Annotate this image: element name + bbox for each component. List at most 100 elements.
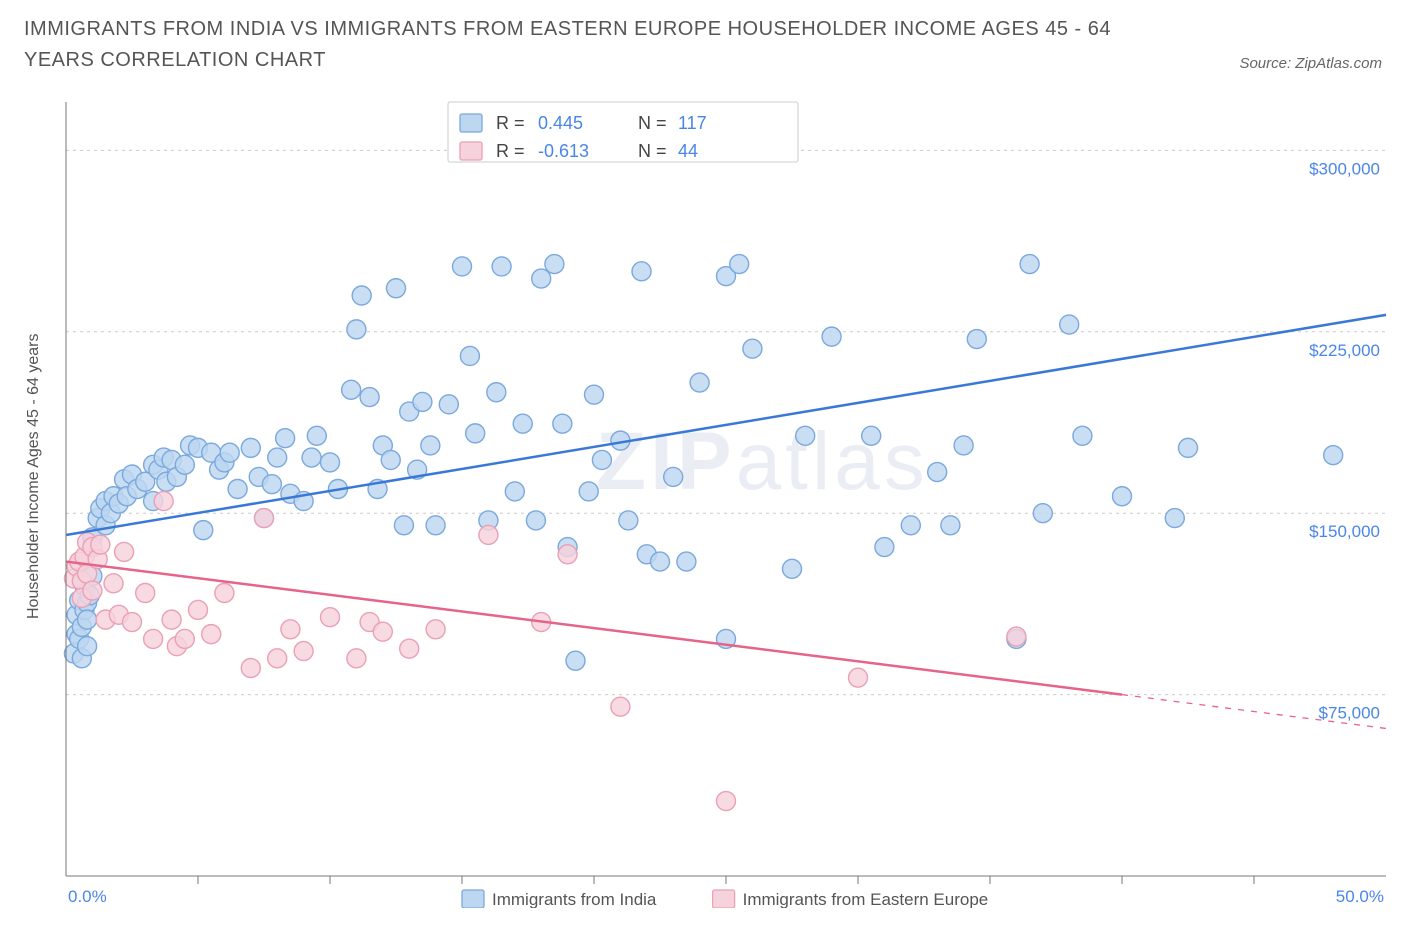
data-point bbox=[342, 380, 361, 399]
data-point bbox=[302, 448, 321, 467]
data-point bbox=[579, 482, 598, 501]
data-point bbox=[1113, 487, 1132, 506]
data-point bbox=[592, 450, 611, 469]
data-point bbox=[91, 535, 110, 554]
data-point bbox=[690, 373, 709, 392]
data-point bbox=[294, 642, 313, 661]
legend-r-value: 0.445 bbox=[538, 113, 583, 133]
data-point bbox=[1324, 446, 1343, 465]
x-tick-label: 0.0% bbox=[68, 887, 107, 906]
data-point bbox=[730, 255, 749, 274]
data-point bbox=[321, 453, 340, 472]
data-point bbox=[189, 600, 208, 619]
data-point bbox=[255, 509, 274, 528]
data-point bbox=[526, 511, 545, 530]
x-tick-label: 50.0% bbox=[1336, 887, 1384, 906]
data-point bbox=[862, 426, 881, 445]
data-point bbox=[115, 542, 134, 561]
y-tick-label: $150,000 bbox=[1309, 522, 1380, 541]
chart-container: $75,000$150,000$225,000$300,000ZIPatlas0… bbox=[18, 88, 1388, 908]
data-point bbox=[352, 286, 371, 305]
data-point bbox=[1060, 315, 1079, 334]
data-point bbox=[453, 257, 472, 276]
legend-r-label: R = bbox=[496, 141, 525, 161]
data-point bbox=[104, 574, 123, 593]
data-point bbox=[228, 480, 247, 499]
data-point bbox=[460, 346, 479, 365]
data-point bbox=[1179, 438, 1198, 457]
data-point bbox=[1073, 426, 1092, 445]
data-point bbox=[967, 330, 986, 349]
data-point bbox=[175, 629, 194, 648]
data-point bbox=[421, 436, 440, 455]
data-point bbox=[492, 257, 511, 276]
data-point bbox=[875, 538, 894, 557]
data-point bbox=[241, 658, 260, 677]
data-point bbox=[532, 269, 551, 288]
data-point bbox=[553, 414, 572, 433]
data-point bbox=[1165, 509, 1184, 528]
data-point bbox=[717, 792, 736, 811]
data-point bbox=[78, 610, 97, 629]
data-point bbox=[901, 516, 920, 535]
data-point bbox=[175, 455, 194, 474]
legend-n-value: 44 bbox=[678, 141, 698, 161]
legend-swatch bbox=[462, 890, 484, 908]
legend-n-value: 117 bbox=[678, 113, 707, 133]
data-point bbox=[849, 668, 868, 687]
data-point bbox=[413, 392, 432, 411]
data-point bbox=[1020, 255, 1039, 274]
legend-series-label: Immigrants from India bbox=[492, 890, 657, 908]
data-point bbox=[194, 521, 213, 540]
data-point bbox=[262, 475, 281, 494]
data-point bbox=[1007, 627, 1026, 646]
data-point bbox=[426, 620, 445, 639]
data-point bbox=[487, 383, 506, 402]
y-axis-label: Householder Income Ages 45 - 64 years bbox=[25, 334, 42, 620]
correlation-chart: $75,000$150,000$225,000$300,000ZIPatlas0… bbox=[18, 88, 1388, 908]
data-point bbox=[954, 436, 973, 455]
data-point bbox=[822, 327, 841, 346]
data-point bbox=[796, 426, 815, 445]
data-point bbox=[479, 525, 498, 544]
data-point bbox=[215, 584, 234, 603]
data-point bbox=[566, 651, 585, 670]
data-point bbox=[400, 639, 419, 658]
data-point bbox=[387, 279, 406, 298]
y-tick-label: $225,000 bbox=[1309, 341, 1380, 360]
legend-r-value: -0.613 bbox=[538, 141, 589, 161]
data-point bbox=[144, 629, 163, 648]
data-point bbox=[651, 552, 670, 571]
data-point bbox=[394, 516, 413, 535]
data-point bbox=[743, 339, 762, 358]
data-point bbox=[276, 429, 295, 448]
data-point bbox=[513, 414, 532, 433]
data-point bbox=[347, 320, 366, 339]
data-point bbox=[347, 649, 366, 668]
data-point bbox=[307, 426, 326, 445]
chart-title: IMMIGRANTS FROM INDIA VS IMMIGRANTS FROM… bbox=[24, 14, 1124, 76]
data-point bbox=[558, 545, 577, 564]
legend-n-label: N = bbox=[638, 113, 667, 133]
data-point bbox=[154, 492, 173, 511]
legend-swatch bbox=[713, 890, 735, 908]
data-point bbox=[373, 622, 392, 641]
data-point bbox=[664, 467, 683, 486]
data-point bbox=[611, 697, 630, 716]
data-point bbox=[381, 450, 400, 469]
data-point bbox=[677, 552, 696, 571]
data-point bbox=[202, 625, 221, 644]
y-tick-label: $300,000 bbox=[1309, 159, 1380, 178]
legend-swatch bbox=[460, 114, 482, 132]
y-tick-label: $75,000 bbox=[1319, 704, 1380, 723]
data-point bbox=[83, 581, 102, 600]
legend-swatch bbox=[460, 142, 482, 160]
data-point bbox=[439, 395, 458, 414]
data-point bbox=[632, 262, 651, 281]
data-point bbox=[136, 584, 155, 603]
data-point bbox=[783, 559, 802, 578]
data-point bbox=[619, 511, 638, 530]
data-point bbox=[281, 620, 300, 639]
data-point bbox=[426, 516, 445, 535]
legend-series-label: Immigrants from Eastern Europe bbox=[743, 890, 989, 908]
